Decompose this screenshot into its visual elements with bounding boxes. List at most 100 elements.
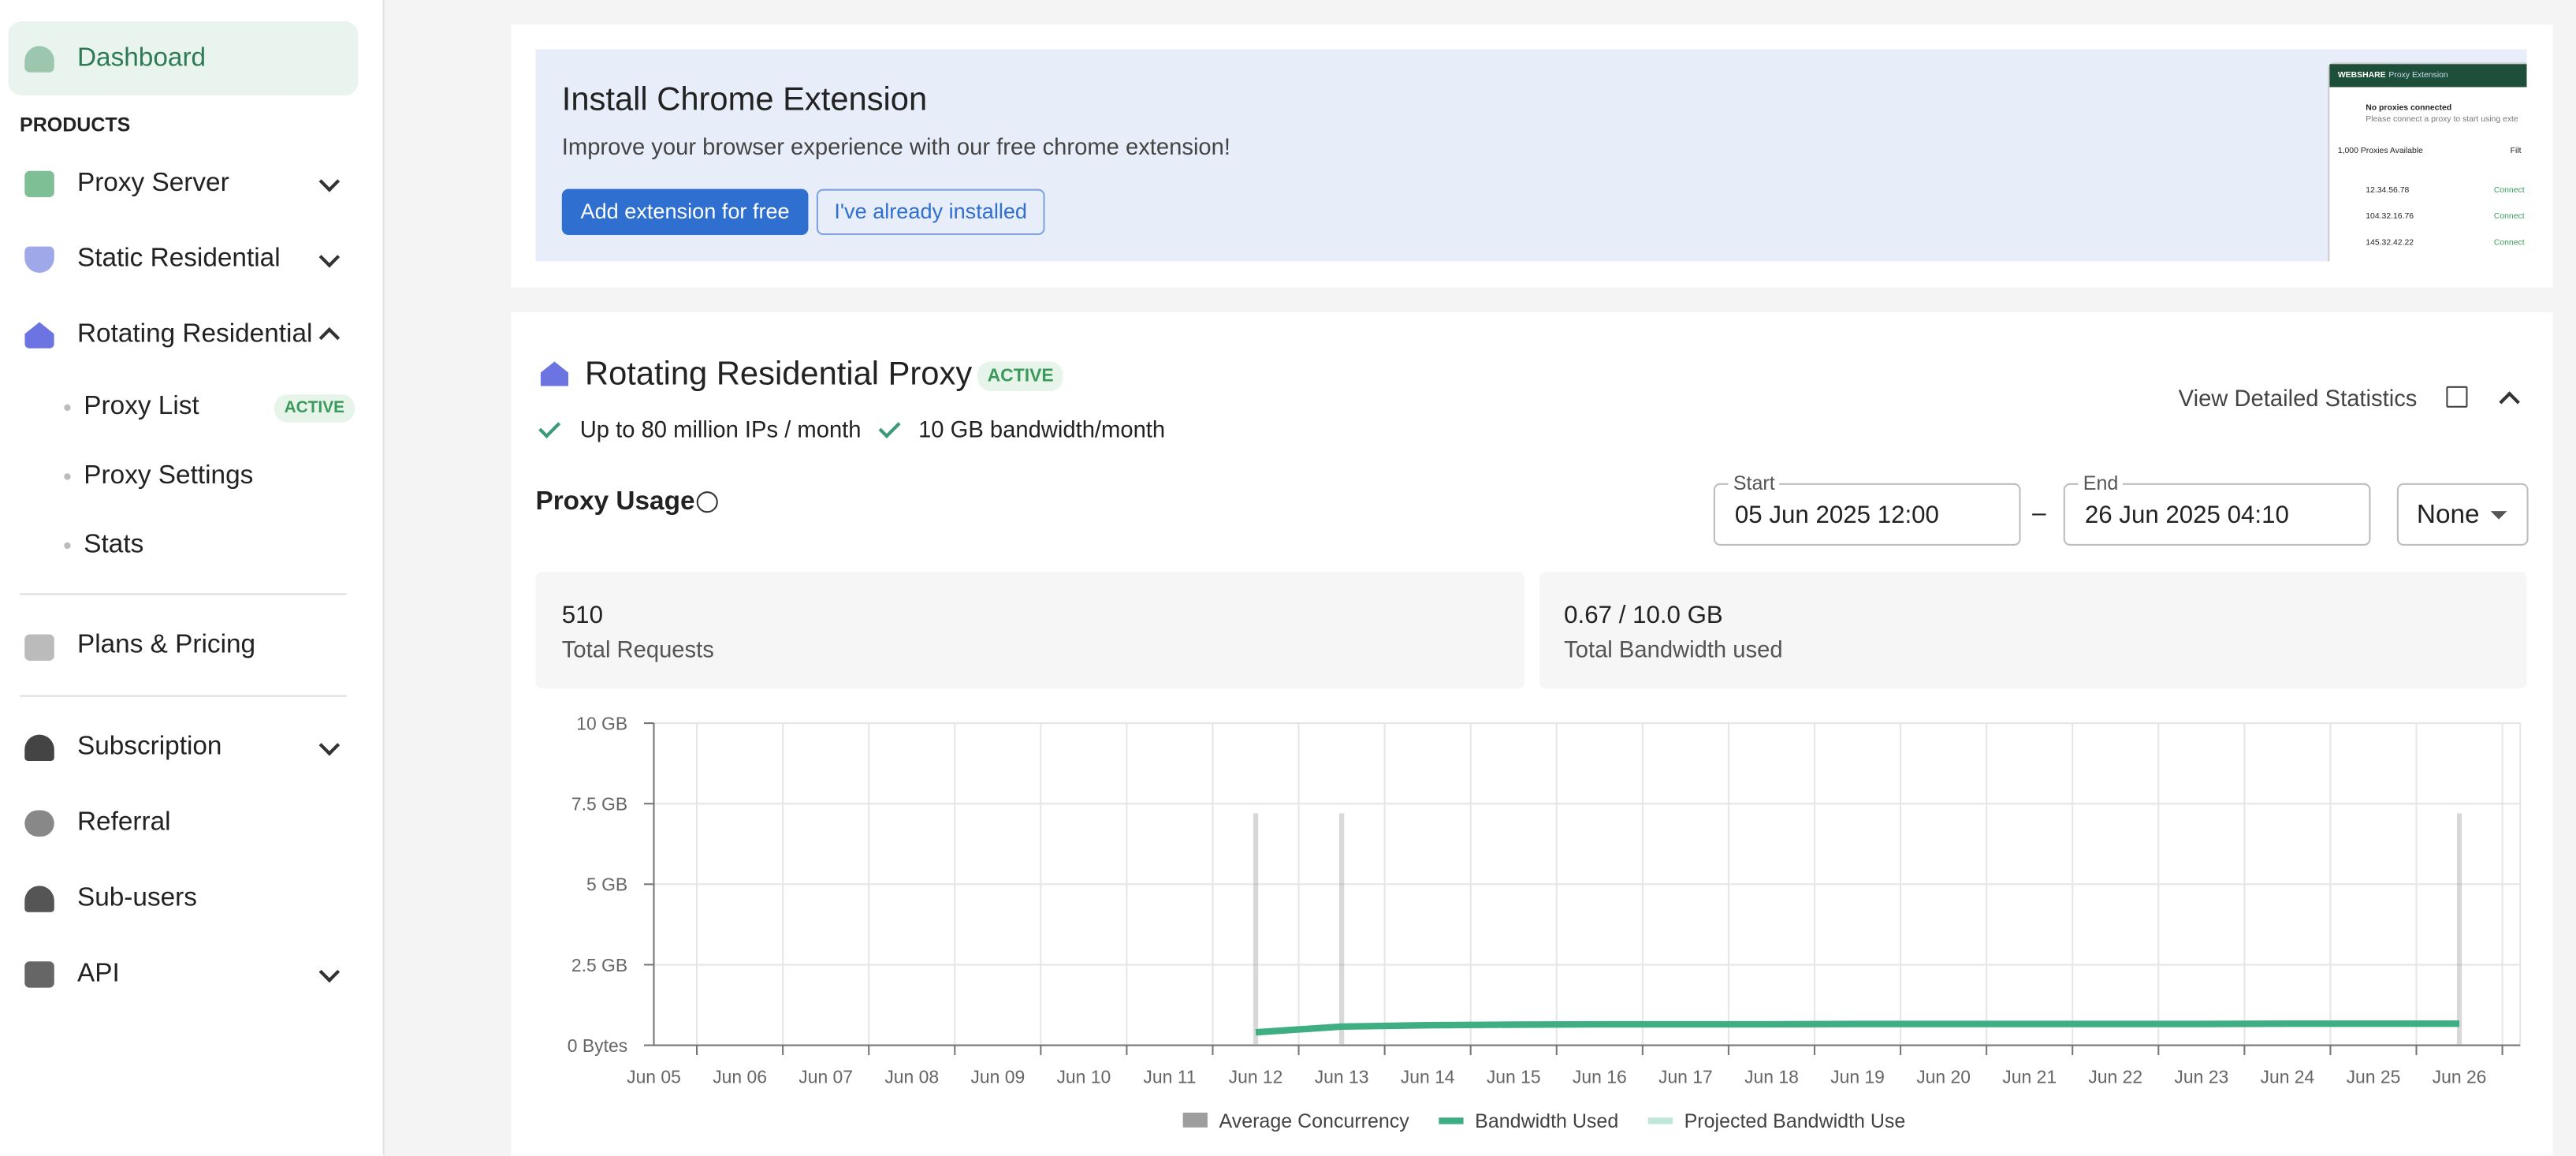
x-tick-label: Jun 18 [1744,1066,1799,1087]
nav-item[interactable]: Sub-users [76,884,197,912]
y-tick-label: 2.5 GB [571,955,627,975]
x-tick-label: Jun 15 [1487,1066,1541,1087]
select-value[interactable]: None [2416,501,2480,530]
icon [24,810,54,837]
x-tick-label: Jun 16 [1573,1066,1627,1087]
collapse[interactable] [2499,391,2520,412]
x-tick-label: Jun 06 [713,1066,767,1087]
nav-item[interactable]: Plans & Pricing [76,631,256,659]
x-tick-label: Jun 11 [1143,1066,1196,1087]
y-tick-label: 7.5 GB [571,794,627,815]
divider [20,695,347,697]
x-tick-label: Jun 17 [1658,1066,1713,1087]
preview-header [2329,64,2527,88]
x-tick-label: Jun 14 [1401,1066,1455,1087]
nav-item[interactable]: Rotating Residential [76,320,313,349]
extension-preview: WEBSHARE Proxy Extension No proxies conn… [2328,62,2527,262]
y-tick-label: 10 GB [576,713,627,733]
chevron[interactable] [318,327,341,349]
preview-text: 12.34.56.78 [2366,185,2410,196]
stat-label: Total Requests [561,636,714,662]
preview-text: WEBSHARE [2337,70,2386,81]
primary-button[interactable]: Add extension for free [561,188,809,236]
preview-text: Please connect a proxy to start using ex… [2366,114,2518,125]
banner-title: Install Chrome Extension [561,82,928,119]
sidebar: Dashboard PRODUCTS Proxy Server Static R… [0,0,385,1156]
banner-card: Install Chrome Extension Improve your br… [511,24,2553,288]
nav-dashboard[interactable]: Dashboard [76,44,207,73]
stat-box [535,572,1525,689]
start-field[interactable] [1713,483,2021,546]
card-title: Rotating Residential Proxy [584,356,973,393]
x-tick-label: Jun 09 [970,1066,1025,1087]
x-tick-label: Jun 05 [627,1066,681,1087]
y-tick-label: 5 GB [586,874,627,895]
check [878,416,901,438]
x-tick-label: Jun 23 [2174,1066,2228,1087]
x-tick-label: Jun 25 [2347,1066,2401,1087]
x-tick-label: Jun 20 [1916,1066,1971,1087]
external-icon[interactable] [2446,386,2468,408]
icon [540,361,569,386]
sub-nav[interactable]: Proxy List [84,393,199,421]
legend-swatch [1182,1113,1208,1128]
nav-item[interactable]: Referral [76,808,171,837]
concurrency-bar [2456,813,2462,1046]
preview-text: No proxies connected [2366,103,2452,114]
stat-box [1539,572,2527,689]
stat-value: 510 [561,601,603,630]
x-tick-label: Jun 10 [1056,1066,1111,1087]
stats-link[interactable]: View Detailed Statistics [2178,384,2418,412]
icon [24,961,54,988]
x-tick-label: Jun 22 [2088,1066,2142,1087]
nav-item[interactable]: Proxy Server [76,169,229,198]
chevron[interactable] [318,734,341,756]
check [538,416,561,438]
info-icon[interactable] [696,491,718,513]
sub-nav[interactable]: Proxy Settings [84,461,254,490]
field-label: End [2078,472,2124,495]
field-value[interactable]: 26 Jun 2025 04:10 [2084,501,2289,530]
nav-item[interactable]: Static Residential [76,244,281,273]
icon [24,170,54,198]
divider [20,593,347,595]
nav-item[interactable]: API [76,960,120,988]
stat-value: 0.67 / 10.0 GB [1564,601,1723,630]
caret [2490,511,2507,520]
concurrency-bar [1253,813,1259,1046]
legend-label: Average Concurrency [1219,1110,1409,1132]
stat-label: Total Bandwidth used [1564,636,1783,662]
chevron[interactable] [318,246,341,268]
bullet [64,542,71,550]
section-title: Proxy Usage [535,488,695,516]
nav-item[interactable]: Subscription [76,733,222,761]
field-label: Start [1728,472,1780,495]
banner: Install Chrome Extension Improve your br… [535,49,2527,262]
banner-text: Improve your browser experience with our… [561,132,1231,160]
icon [24,734,54,761]
series-line [1255,1020,2460,1036]
preview-text: 1,000 Proxies Available [2337,146,2423,156]
x-tick-label: Jun 26 [2433,1066,2487,1087]
feature: Up to 80 million IPs / month [579,416,862,442]
legend-label: Projected Bandwidth Use [1684,1110,1906,1132]
x-tick-label: Jun 13 [1315,1066,1369,1087]
bullet [64,473,71,480]
x-tick-label: Jun 21 [2002,1066,2057,1087]
chevron[interactable] [318,171,341,192]
field-value[interactable]: 05 Jun 2025 12:00 [1734,501,1939,530]
sub-nav[interactable]: Stats [84,531,144,559]
feature: 10 GB bandwidth/month [918,416,1166,442]
legend-label: Bandwidth Used [1475,1110,1618,1132]
icon [24,46,54,73]
icon [24,634,54,661]
preview-text: 104.32.16.76 [2366,211,2414,222]
icon [24,246,54,273]
x-tick-label: Jun 07 [798,1066,853,1087]
chevron[interactable] [318,961,341,983]
active-nav[interactable] [8,21,359,95]
preview-text: Connect [2493,185,2525,196]
preview-text: Connect [2493,211,2525,222]
secondary-button[interactable]: I've already installed [816,188,1045,236]
